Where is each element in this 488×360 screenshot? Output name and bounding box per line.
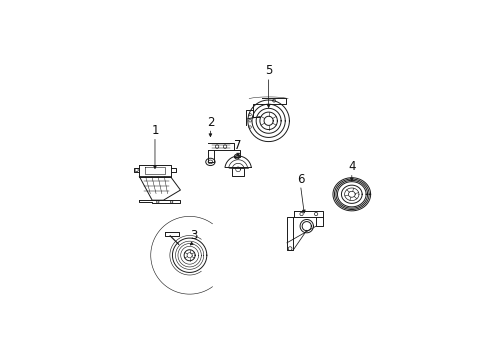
Text: 6: 6 xyxy=(296,172,304,185)
Text: 7: 7 xyxy=(234,139,242,152)
Text: 2: 2 xyxy=(206,116,214,129)
Text: 4: 4 xyxy=(347,160,355,173)
Text: 5: 5 xyxy=(264,64,272,77)
Text: 1: 1 xyxy=(151,124,159,137)
Text: 3: 3 xyxy=(190,229,197,242)
